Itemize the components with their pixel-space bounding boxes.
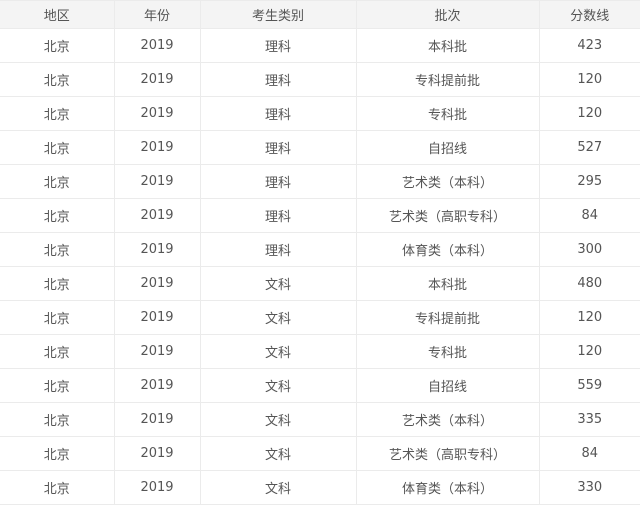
cell-year: 2019 [113,130,201,165]
cell-batch: 专科批 [355,96,540,131]
cell-year: 2019 [113,334,201,369]
cell-score: 120 [538,334,640,369]
cell-batch: 体育类（本科） [355,470,540,505]
header-row: 地区 年份 考生类别 批次 分数线 [0,0,640,29]
cell-year: 2019 [113,368,201,403]
table-row: 北京 2019 文科 专科提前批 120 [0,300,640,335]
cell-category: 理科 [199,96,357,131]
cell-score: 84 [538,436,640,471]
cell-category: 文科 [199,300,357,335]
table-row: 北京 2019 理科 专科批 120 [0,96,640,131]
cell-region: 北京 [0,28,115,63]
table-row: 北京 2019 文科 专科批 120 [0,334,640,369]
cell-score: 527 [538,130,640,165]
cell-year: 2019 [113,300,201,335]
cell-region: 北京 [0,436,115,471]
cell-batch: 专科提前批 [355,300,540,335]
cell-category: 理科 [199,28,357,63]
cell-year: 2019 [113,96,201,131]
cell-year: 2019 [113,164,201,199]
cell-batch: 艺术类（本科） [355,164,540,199]
cell-category: 文科 [199,470,357,505]
cell-score: 335 [538,402,640,437]
cell-region: 北京 [0,300,115,335]
cell-category: 文科 [199,334,357,369]
cell-category: 文科 [199,402,357,437]
cell-batch: 自招线 [355,368,540,403]
cell-category: 文科 [199,266,357,301]
cell-region: 北京 [0,470,115,505]
cell-batch: 专科提前批 [355,62,540,97]
cell-batch: 艺术类（高职专科） [355,436,540,471]
cell-score: 559 [538,368,640,403]
cell-score: 120 [538,96,640,131]
cell-score: 120 [538,300,640,335]
header-year: 年份 [113,0,201,29]
cell-year: 2019 [113,266,201,301]
cell-region: 北京 [0,334,115,369]
cell-score: 423 [538,28,640,63]
cell-category: 文科 [199,436,357,471]
header-score: 分数线 [538,0,640,29]
header-batch: 批次 [355,0,540,29]
cell-region: 北京 [0,402,115,437]
table-row: 北京 2019 理科 专科提前批 120 [0,62,640,97]
cell-region: 北京 [0,266,115,301]
cell-region: 北京 [0,368,115,403]
table-row: 北京 2019 文科 体育类（本科） 330 [0,470,640,505]
cell-batch: 艺术类（高职专科） [355,198,540,233]
cell-batch: 本科批 [355,266,540,301]
cell-batch: 体育类（本科） [355,232,540,267]
header-category: 考生类别 [199,0,357,29]
cell-category: 理科 [199,62,357,97]
table-body: 北京 2019 理科 本科批 423 北京 2019 理科 专科提前批 120 北京 2019 理科 专科… [0,28,640,505]
cell-category: 理科 [199,232,357,267]
cell-year: 2019 [113,436,201,471]
cell-year: 2019 [113,470,201,505]
cell-region: 北京 [0,130,115,165]
cell-batch: 专科批 [355,334,540,369]
cell-year: 2019 [113,232,201,267]
table-row: 北京 2019 理科 艺术类（高职专科） 84 [0,198,640,233]
cell-category: 文科 [199,368,357,403]
cell-year: 2019 [113,62,201,97]
table-row: 北京 2019 文科 本科批 480 [0,266,640,301]
cell-score: 480 [538,266,640,301]
cell-batch: 艺术类（本科） [355,402,540,437]
table-row: 北京 2019 理科 自招线 527 [0,130,640,165]
cell-category: 理科 [199,198,357,233]
cell-year: 2019 [113,402,201,437]
cell-year: 2019 [113,28,201,63]
cell-year: 2019 [113,198,201,233]
cell-category: 理科 [199,130,357,165]
cell-region: 北京 [0,62,115,97]
cell-batch: 自招线 [355,130,540,165]
cell-score: 330 [538,470,640,505]
cell-score: 300 [538,232,640,267]
cell-region: 北京 [0,198,115,233]
table-row: 北京 2019 文科 艺术类（高职专科） 84 [0,436,640,471]
cell-batch: 本科批 [355,28,540,63]
cell-category: 理科 [199,164,357,199]
table-row: 北京 2019 理科 艺术类（本科） 295 [0,164,640,199]
cell-score: 84 [538,198,640,233]
cell-region: 北京 [0,96,115,131]
table-row: 北京 2019 理科 体育类（本科） 300 [0,232,640,267]
table-row: 北京 2019 理科 本科批 423 [0,28,640,63]
table-row: 北京 2019 文科 自招线 559 [0,368,640,403]
table-row: 北京 2019 文科 艺术类（本科） 335 [0,402,640,437]
cell-region: 北京 [0,232,115,267]
cell-score: 120 [538,62,640,97]
cell-score: 295 [538,164,640,199]
cell-region: 北京 [0,164,115,199]
header-region: 地区 [0,0,115,29]
